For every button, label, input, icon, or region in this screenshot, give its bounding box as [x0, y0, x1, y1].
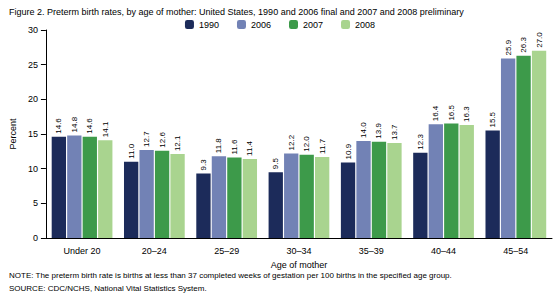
svg-text:30: 30 — [28, 25, 38, 35]
svg-text:NOTE: The preterm birth rate i: NOTE: The preterm birth rate is births a… — [9, 271, 452, 280]
svg-text:Percent: Percent — [8, 118, 18, 150]
svg-text:Under 20: Under 20 — [64, 246, 101, 256]
svg-text:16.5: 16.5 — [447, 104, 456, 120]
svg-text:2008: 2008 — [355, 20, 375, 30]
svg-text:12.2: 12.2 — [287, 134, 296, 150]
svg-text:12.7: 12.7 — [142, 131, 151, 147]
svg-text:11.6: 11.6 — [230, 139, 239, 155]
svg-text:27.0: 27.0 — [535, 32, 544, 48]
svg-text:13.7: 13.7 — [390, 124, 399, 140]
svg-text:0: 0 — [33, 233, 38, 243]
svg-text:26.3: 26.3 — [519, 37, 528, 53]
svg-text:25–29: 25–29 — [214, 246, 239, 256]
svg-text:16.3: 16.3 — [462, 106, 471, 122]
svg-text:SOURCE: CDC/NCHS, National Vit: SOURCE: CDC/NCHS, National Vital Statist… — [9, 284, 207, 293]
svg-text:14.0: 14.0 — [359, 122, 368, 138]
svg-text:15: 15 — [28, 129, 38, 139]
svg-text:16.4: 16.4 — [431, 105, 440, 121]
svg-text:12.6: 12.6 — [158, 132, 167, 148]
svg-text:9.5: 9.5 — [271, 157, 280, 169]
svg-text:5: 5 — [33, 198, 38, 208]
svg-text:2006: 2006 — [251, 20, 271, 30]
svg-text:13.9: 13.9 — [374, 123, 383, 139]
svg-text:14.1: 14.1 — [101, 121, 110, 137]
svg-text:11.0: 11.0 — [127, 143, 136, 159]
svg-text:Figure 2. Preterm birth rates,: Figure 2. Preterm birth rates, by age of… — [9, 7, 464, 17]
svg-text:12.3: 12.3 — [416, 134, 425, 150]
svg-text:11.7: 11.7 — [318, 138, 327, 154]
svg-text:1990: 1990 — [199, 20, 219, 30]
svg-text:20–24: 20–24 — [142, 246, 167, 256]
svg-text:15.5: 15.5 — [488, 111, 497, 127]
svg-text:2007: 2007 — [303, 20, 323, 30]
svg-text:30–34: 30–34 — [286, 246, 311, 256]
svg-text:10: 10 — [28, 164, 38, 174]
svg-text:14.8: 14.8 — [70, 116, 79, 132]
svg-text:Age of mother: Age of mother — [271, 260, 328, 270]
svg-text:20: 20 — [28, 94, 38, 104]
svg-text:12.1: 12.1 — [173, 135, 182, 151]
svg-text:12.0: 12.0 — [302, 136, 311, 152]
svg-text:11.8: 11.8 — [214, 138, 223, 154]
svg-text:25.9: 25.9 — [504, 39, 513, 55]
svg-text:35–39: 35–39 — [359, 246, 384, 256]
svg-text:45–54: 45–54 — [503, 246, 528, 256]
svg-text:9.3: 9.3 — [199, 159, 208, 171]
svg-text:10.9: 10.9 — [344, 143, 353, 159]
svg-text:11.4: 11.4 — [245, 140, 254, 156]
svg-text:25: 25 — [28, 60, 38, 70]
svg-text:14.6: 14.6 — [54, 118, 63, 134]
svg-text:14.6: 14.6 — [85, 118, 94, 134]
svg-text:40–44: 40–44 — [431, 246, 456, 256]
